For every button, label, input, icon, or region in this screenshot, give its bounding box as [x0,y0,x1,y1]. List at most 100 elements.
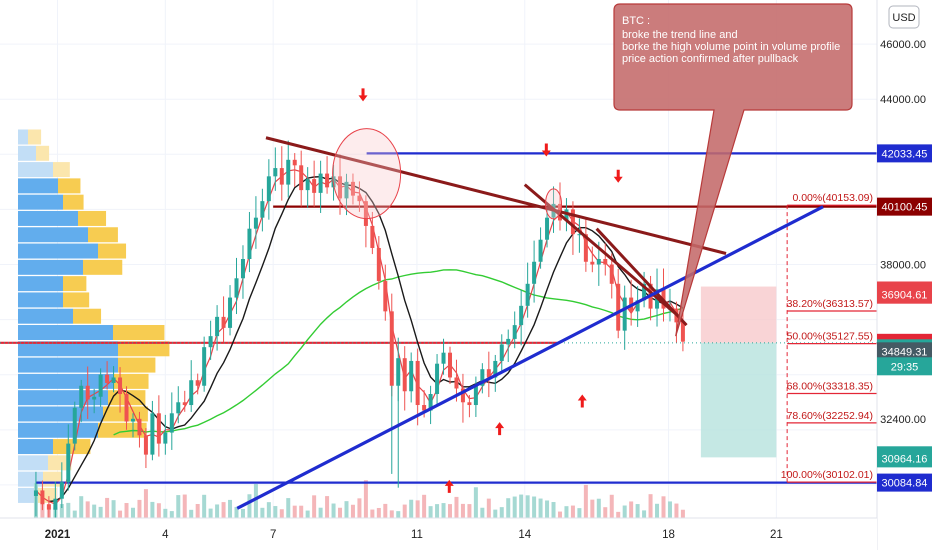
price-tag [877,473,932,492]
candle-body [92,396,97,400]
volume-bar [312,495,317,518]
callout-line: borke the high volume point in volume pr… [622,41,840,53]
volume-bar [305,510,310,518]
time-tick-label: 21 [770,529,783,541]
volume-bar [538,498,543,518]
profile-bar-down [43,471,62,487]
profile-bar-down [78,210,107,226]
grid-lines [0,0,877,518]
volume-bar [150,501,155,518]
callout-box [613,3,853,337]
volume-bar [92,504,97,518]
volume-bar [260,507,265,518]
volume-bar [499,507,504,518]
candle-body [454,377,459,389]
volume-bar [202,494,207,518]
candle-body [176,402,181,414]
candle-body [202,347,207,386]
candle-body [273,168,278,177]
volume-bar [253,483,258,518]
candle-body [363,201,368,226]
volume-bar [79,496,84,518]
time-axis[interactable]: 2021 4 7 11 14 18 21 [0,517,877,550]
volume-bar [441,503,446,518]
volume-bar [208,508,213,518]
profile-bar-down [98,422,147,438]
candle-body [577,234,582,236]
volume-bar [234,506,239,518]
time-tick-label: 14 [518,529,531,541]
volume-bar [273,506,278,518]
candle-body [228,297,233,328]
volume-bar [383,503,388,518]
volume-bar [629,501,634,518]
volume-bar [622,505,627,518]
volume-bar [512,496,517,518]
volume-bar [583,484,588,518]
candle-body [609,264,614,284]
candle-body [448,352,453,378]
fib-level-label: 68.00%(33318.35) [787,381,873,393]
price-tag [877,197,932,216]
candle-body [292,159,297,166]
candle-body [396,358,401,386]
volume-bar [163,508,168,518]
candle-body [467,402,472,406]
fibonacci-retracement[interactable]: 0.00%(40153.09) 38.20%(36313.57) 50.00%(35… [781,192,877,483]
price-tag-label: 36904.61 [882,290,928,302]
candle-body [305,179,310,191]
volume-bar [642,510,647,518]
candle-body [376,247,381,282]
profile-bar-down [53,162,70,178]
candle-body [570,209,575,235]
profile-bar-up [18,422,98,438]
callout-line: broke the trend line and [622,29,738,41]
candle-body [538,239,543,262]
volume-bar [221,502,226,518]
trend-lines[interactable] [236,136,824,510]
profile-bar-up [18,308,73,324]
volume-bar [325,496,330,518]
position-box[interactable] [700,286,777,458]
candle-body [493,360,498,378]
currency-label: USD [892,12,915,24]
volume-bar [448,504,453,518]
profile-bar-up [18,357,118,373]
candle-body [143,435,148,455]
axis-background [877,0,932,550]
volume-bar [72,510,77,518]
annotation-marks [332,88,623,493]
volume-bar [189,509,194,518]
price-axis[interactable]: USD 46000.00 44000.00 38000.00 32400.00 42033… [876,0,932,550]
volume-bar [564,506,569,518]
candle-body [519,305,524,326]
volume-bars [33,480,685,518]
volume-bar [228,499,233,518]
price-tag [877,285,932,304]
price-tag-label: 30964.16 [882,453,928,465]
fib-level-label: 50.00%(35127.55) [787,331,873,343]
fib-level-label: 78.60%(32252.94) [787,410,873,422]
volume-bar [124,503,129,518]
volume-bar [195,504,200,518]
volume-bar [156,503,161,518]
horizontal-levels[interactable] [0,152,877,484]
arrow-up-icon [577,394,587,408]
candle-body [642,283,647,301]
profile-bar-up [18,471,43,487]
candle-body [150,413,155,455]
volume-bar [577,508,582,518]
trend-line [265,136,727,255]
volume-bar [609,494,614,518]
volume-bar [435,504,440,518]
volume-bar [98,506,103,518]
arrow-up-icon [495,422,505,436]
volume-bar [428,506,433,518]
candle-body [622,297,627,331]
candle-body [189,380,194,406]
volume-bar [66,502,71,518]
profile-bar-down [63,194,84,210]
profile-bar-up [18,439,53,455]
